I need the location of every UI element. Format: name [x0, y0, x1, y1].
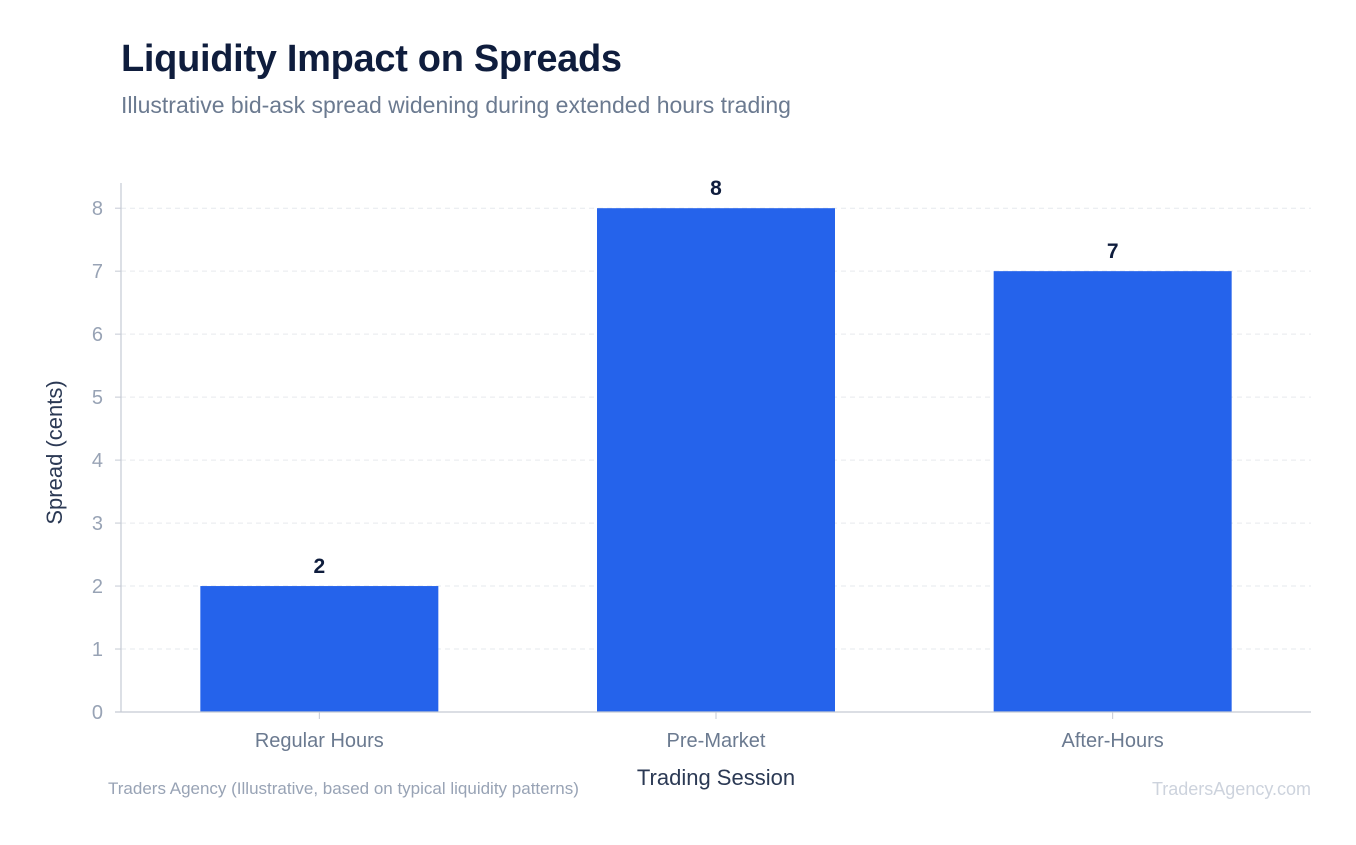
- y-tick-label: 2: [92, 576, 103, 598]
- y-tick-label: 7: [92, 261, 103, 283]
- y-tick-label: 4: [92, 450, 103, 472]
- x-tick-label: Regular Hours: [255, 730, 384, 752]
- chart-subtitle: Illustrative bid-ask spread widening dur…: [121, 92, 791, 118]
- y-tick-label: 0: [92, 702, 103, 724]
- axes: [115, 183, 1311, 719]
- y-tick-label: 6: [92, 324, 103, 346]
- bar: [597, 208, 835, 712]
- chart-title: Liquidity Impact on Spreads: [121, 38, 622, 80]
- bars: [200, 208, 1232, 712]
- bar-value-label: 2: [313, 555, 325, 578]
- y-axis-title: Spread (cents): [42, 380, 67, 524]
- y-tick-label: 5: [92, 387, 103, 409]
- bar-value-label: 8: [710, 177, 722, 200]
- bar: [993, 271, 1232, 712]
- x-axis-title: Trading Session: [637, 765, 795, 790]
- y-tick-label: 1: [92, 639, 103, 661]
- labels: 0 1 2 3 4 5 6 7 8 2 Regular Hours 8 Pre-Market 7 After…: [42, 177, 1164, 790]
- y-tick-label: 8: [92, 198, 103, 220]
- x-tick-label: Pre-Market: [667, 730, 766, 752]
- x-tick-label: After-Hours: [1062, 730, 1164, 752]
- bar-value-label: 7: [1107, 240, 1119, 263]
- bar: [200, 586, 439, 712]
- source-note: Traders Agency (Illustrative, based on t…: [108, 779, 579, 798]
- watermark: TradersAgency.com: [1151, 779, 1311, 799]
- y-tick-label: 3: [92, 513, 103, 535]
